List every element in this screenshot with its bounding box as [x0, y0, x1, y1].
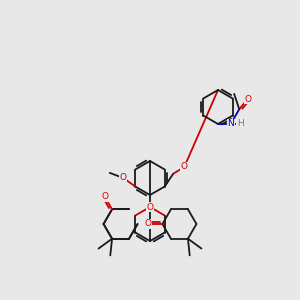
Text: H: H [237, 119, 244, 128]
Text: O: O [101, 192, 108, 201]
Text: O: O [181, 162, 188, 171]
Text: N: N [227, 119, 234, 128]
Text: O: O [244, 94, 251, 103]
Text: O: O [146, 202, 154, 211]
Text: O: O [120, 173, 127, 182]
Text: O: O [145, 220, 152, 229]
